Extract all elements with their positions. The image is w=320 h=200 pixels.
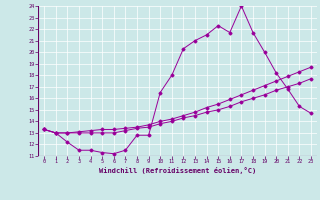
X-axis label: Windchill (Refroidissement éolien,°C): Windchill (Refroidissement éolien,°C)	[99, 167, 256, 174]
